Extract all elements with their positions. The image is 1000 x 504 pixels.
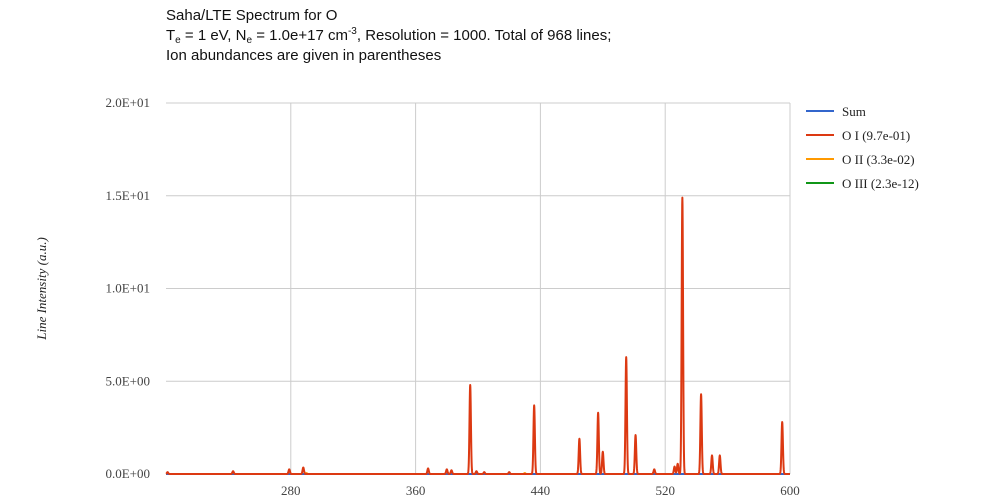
x-tick-label: 280 — [281, 483, 301, 498]
series-lines — [165, 196, 791, 475]
legend-label: O II (3.3e-02) — [842, 152, 915, 167]
chart-title: Saha/LTE Spectrum for O — [166, 7, 338, 24]
y-tick-label: 1.5E+01 — [105, 188, 150, 203]
x-tick-label: 520 — [655, 483, 675, 498]
y-tick-label: 2.0E+01 — [105, 95, 150, 110]
ne-symbol: N — [235, 27, 247, 44]
ne-exponent: -3 — [347, 26, 357, 37]
x-tick-label: 600 — [780, 483, 800, 498]
chart-title-block: Saha/LTE Spectrum for O Te = 1 eV, Ne = … — [166, 6, 611, 66]
legend-label: Sum — [842, 104, 866, 119]
y-tick-label: 1.0E+01 — [105, 281, 150, 296]
legend: Sum O I (9.7e-01) O II (3.3e-02) O III (2.3… — [806, 104, 919, 191]
x-tick-label: 440 — [531, 483, 551, 498]
chart-note: Ion abundances are given in parentheses — [166, 47, 442, 64]
chart-subtitle: Te = 1 eV, Ne = 1.0e+17 cm-3, Resolution… — [166, 26, 611, 46]
ne-subscript: e — [246, 35, 253, 46]
y-tick-label: 0.0E+00 — [105, 466, 150, 481]
te-symbol: T — [166, 27, 176, 44]
legend-label: O III (2.3e-12) — [842, 176, 919, 191]
y-axis-title: Line Intensity (a.u.) — [34, 237, 49, 341]
axis-labels: 0.0E+00 5.0E+00 1.0E+01 1.5E+01 2.0E+01 280 36… — [105, 95, 799, 498]
series-line — [165, 196, 791, 475]
te-subscript: e — [175, 35, 181, 46]
y-tick-label: 5.0E+00 — [105, 373, 150, 388]
te-value: = 1 eV, — [180, 27, 236, 44]
subtitle-rest: , Resolution = 1000. Total of 968 lines; — [356, 27, 612, 44]
x-tick-label: 360 — [406, 483, 426, 498]
grid-lines — [166, 102, 791, 475]
legend-label: O I (9.7e-01) — [842, 128, 910, 143]
ne-value: = 1.0e+17 cm — [252, 27, 348, 44]
